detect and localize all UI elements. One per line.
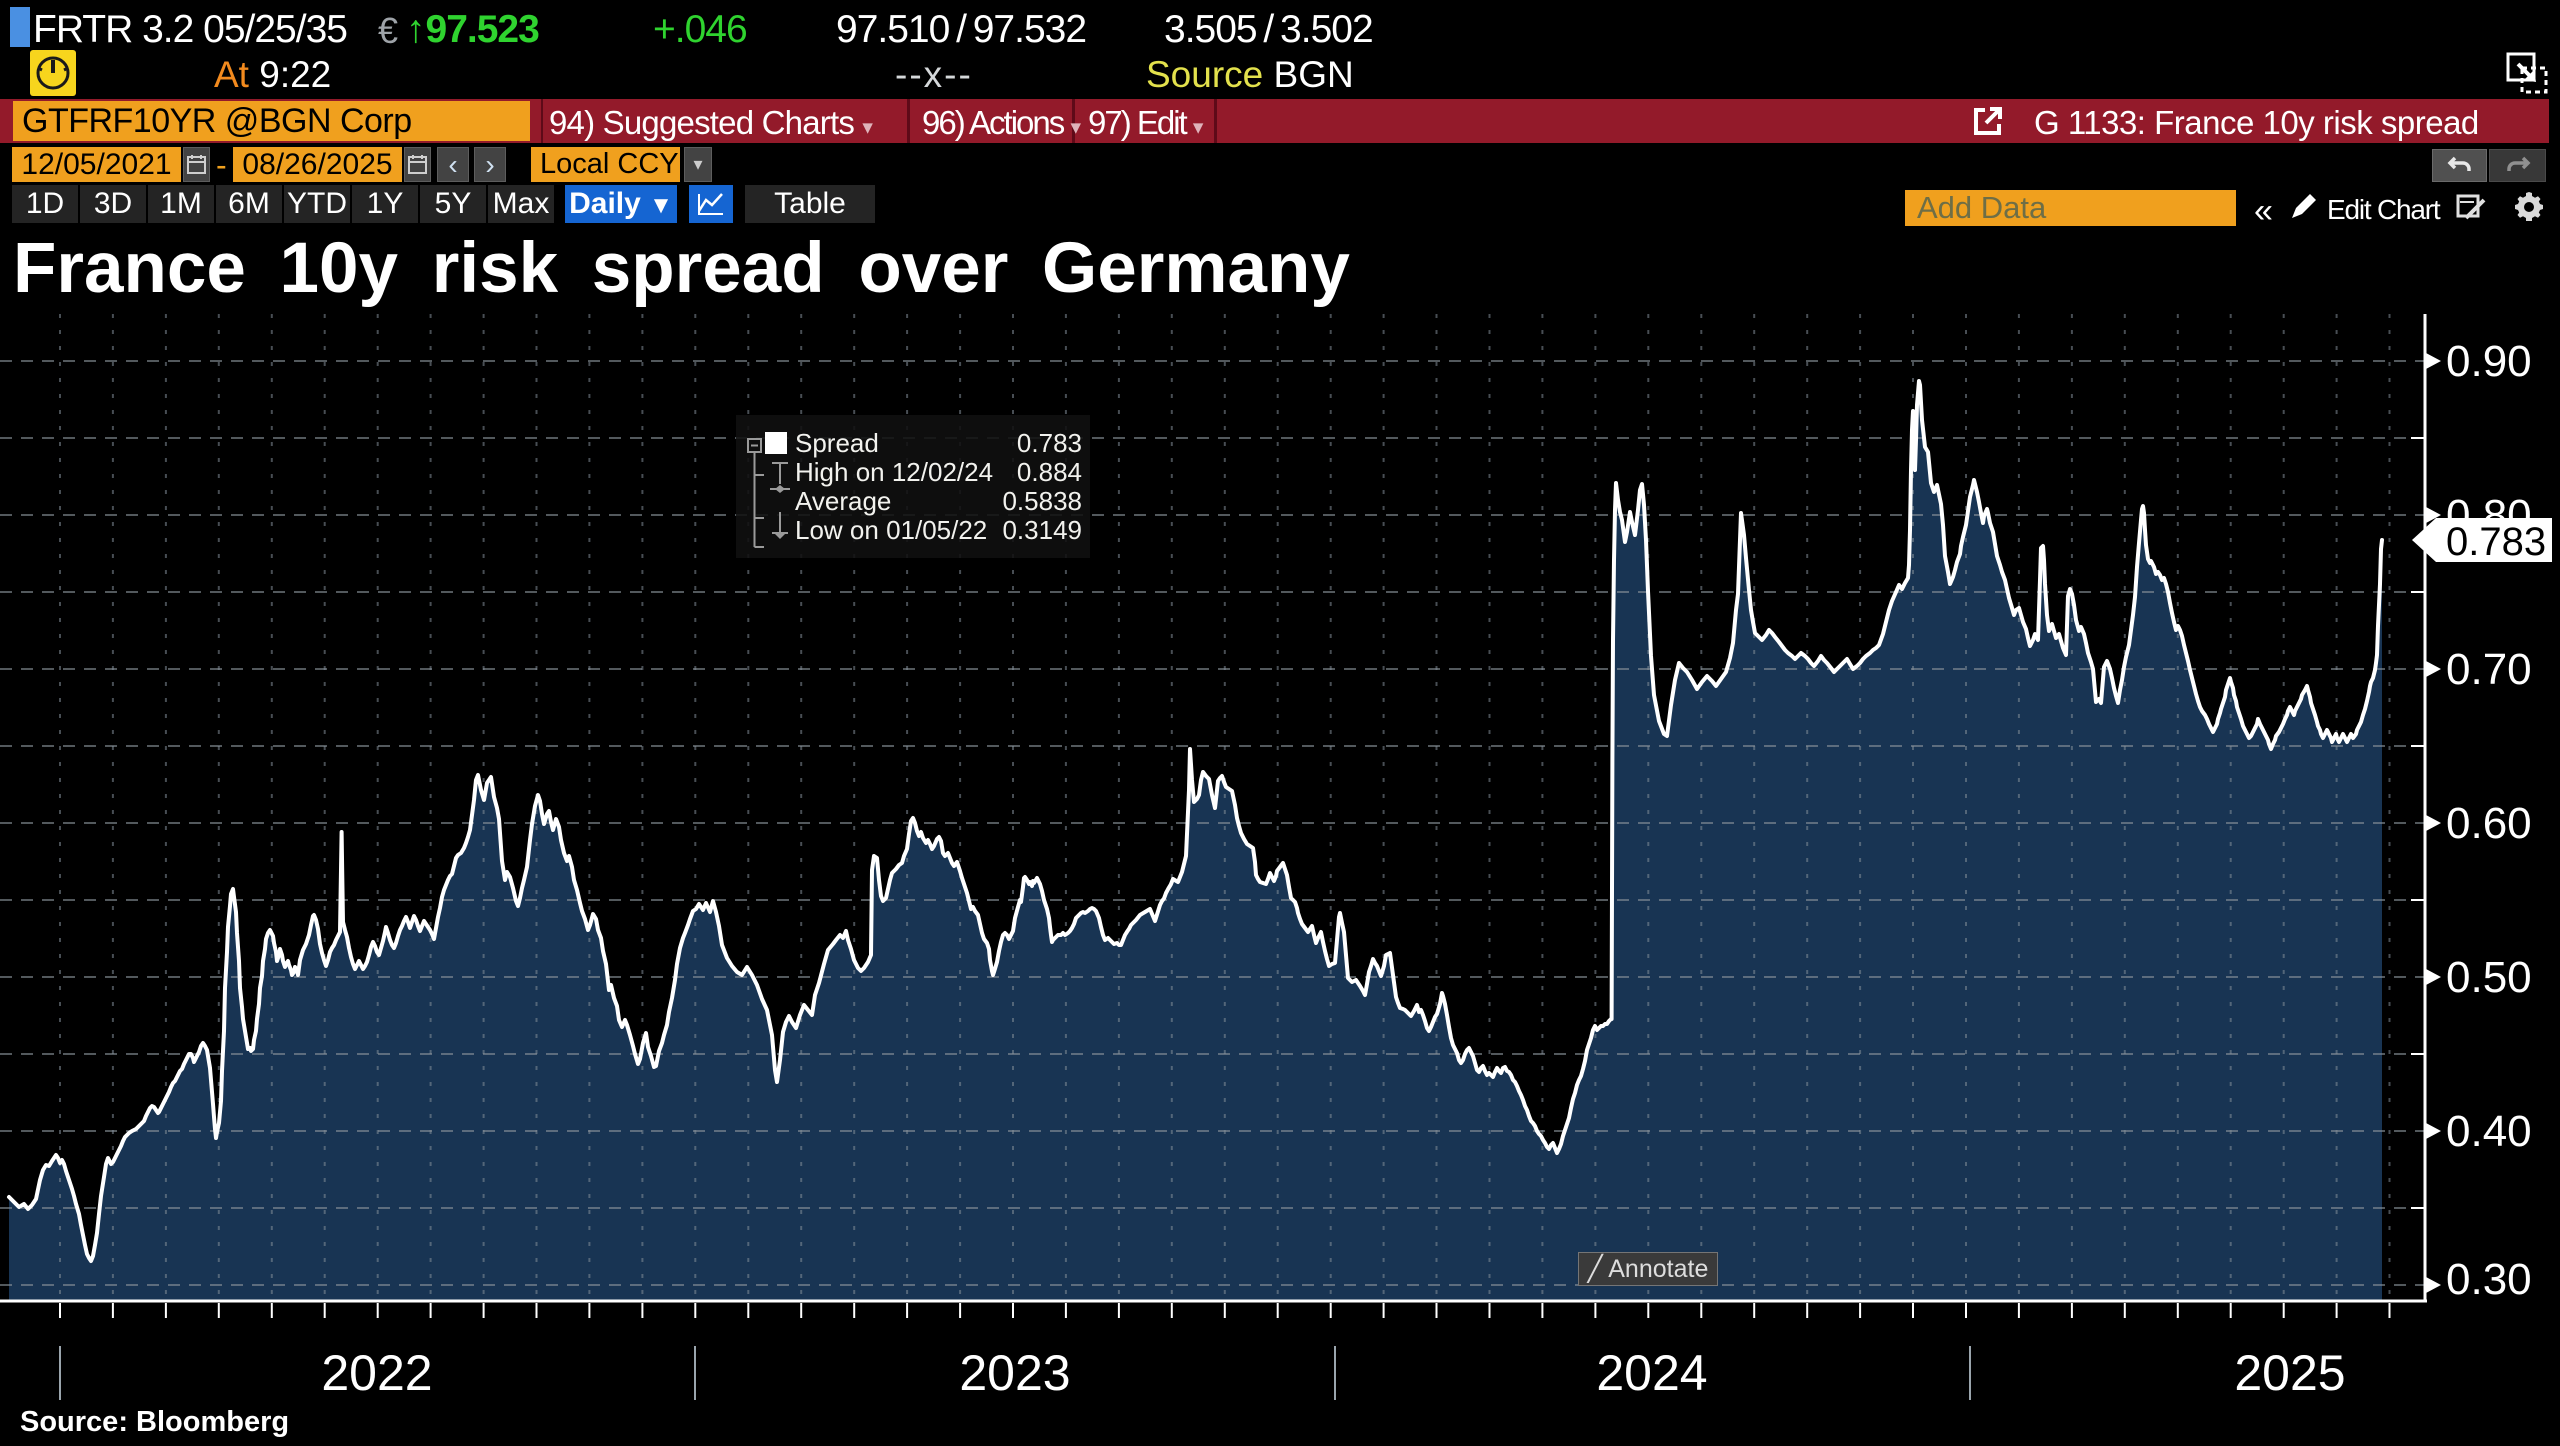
svg-text:0.70: 0.70	[2446, 645, 2532, 694]
svg-text:0.60: 0.60	[2446, 799, 2532, 848]
svg-text:2024: 2024	[1596, 1345, 1707, 1401]
svg-text:0.30: 0.30	[2446, 1255, 2532, 1304]
svg-text:2025: 2025	[2234, 1345, 2345, 1401]
svg-text:2023: 2023	[959, 1345, 1070, 1401]
svg-text:0.783: 0.783	[2446, 520, 2546, 564]
svg-text:0.50: 0.50	[2446, 953, 2532, 1002]
svg-text:2022: 2022	[321, 1345, 432, 1401]
svg-text:0.90: 0.90	[2446, 337, 2532, 386]
svg-text:0.40: 0.40	[2446, 1107, 2532, 1156]
